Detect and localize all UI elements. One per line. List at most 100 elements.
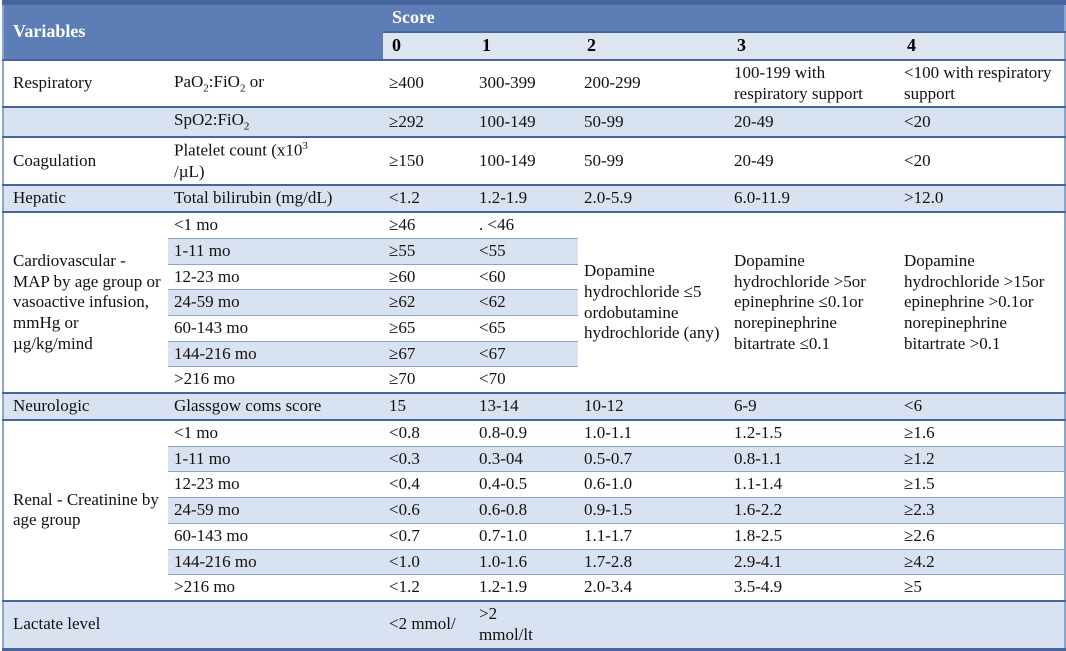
table-row: 1-11 mo <0.3 0.3-04 0.5-0.7 0.8-1.1 ≥1.2 <box>3 445 1066 472</box>
value-cell: <20 <box>898 136 1066 186</box>
value-cell: ≥70 <box>383 366 473 394</box>
table-row: 60-143 mo ≥65 <65 <box>3 314 1065 342</box>
measure-label-cell: 144-216 mo <box>168 340 383 367</box>
value-cell: 1.8-2.5 <box>728 522 898 550</box>
measure-label-cell: Glassgow coms score <box>168 392 383 420</box>
value-cell: <20 <box>898 106 1066 138</box>
value-cell: 1.1-1.4 <box>728 471 898 498</box>
value-cell: 20-49 <box>728 106 898 138</box>
variable-label-cell: Hepatic <box>3 184 168 213</box>
value-cell: 6.0-11.9 <box>728 184 898 213</box>
measure-label-cell: <1 mo <box>168 418 383 447</box>
table-row: 1-11 mo ≥55 <55 <box>3 237 1065 264</box>
table-row: 12-23 mo ≥60 <60 <box>3 263 1065 290</box>
value-cell: <0.8 <box>383 418 473 447</box>
merged-value-cell: Dopamine hydrochloride >5or epinephrine … <box>728 211 898 394</box>
value-cell: 6-9 <box>728 392 898 420</box>
table-row: 60-143 mo <0.7 0.7-1.0 1.1-1.7 1.8-2.5 ≥2.6 <box>3 522 1066 550</box>
table-row: Respiratory PaO2:FiO2 or ≥400 300-399 200-29… <box>3 58 1066 108</box>
table-row: 12-23 mo <0.4 0.4-0.5 0.6-1.0 1.1-1.4 ≥1.5 <box>3 471 1066 498</box>
value-cell: <0.4 <box>383 471 473 498</box>
score-column-header-4: 4 <box>898 30 1066 60</box>
value-cell: ≥150 <box>383 136 473 186</box>
value-cell: <60 <box>473 263 578 290</box>
value-cell: <1.2 <box>383 574 473 602</box>
measure-label-cell: 60-143 mo <box>168 314 383 342</box>
table-row: Renal - Creatinine by age group <1 mo <0.8… <box>3 418 1066 602</box>
value-cell: 1.2-1.5 <box>728 418 898 447</box>
value-cell: 100-149 <box>473 106 578 138</box>
variable-label-cell: Respiratory <box>3 58 168 108</box>
score-column-header-1: 1 <box>473 30 578 60</box>
table-row: 24-59 mo <0.6 0.6-0.8 0.9-1.5 1.6-2.2 ≥2.3 <box>3 497 1066 524</box>
value-cell: 10-12 <box>578 392 728 420</box>
score-header: Score <box>383 2 1066 32</box>
value-cell: 2.0-5.9 <box>578 184 728 213</box>
value-cell: 20-49 <box>728 136 898 186</box>
value-cell <box>578 600 728 650</box>
value-cell: ≥62 <box>383 289 473 316</box>
value-cell: 1.2-1.9 <box>473 184 578 213</box>
table-row: Hepatic Total bilirubin (mg/dL) <1.2 1.2-1.… <box>3 184 1066 213</box>
value-cell: <0.6 <box>383 497 473 524</box>
value-cell: ≥4.2 <box>898 548 1066 575</box>
table-row: 144-216 mo <1.0 1.0-1.6 1.7-2.8 2.9-4.1 ≥4.2 <box>3 548 1066 575</box>
value-cell: 200-299 <box>578 58 728 108</box>
table-row: Lactate level <2 mmol/>2 mmol/lt <box>3 600 1066 650</box>
value-cell: 1.1-1.7 <box>578 522 728 550</box>
value-cell: 2.9-4.1 <box>728 548 898 575</box>
value-cell: ≥2.6 <box>898 522 1066 550</box>
value-cell: <70 <box>473 366 578 394</box>
value-cell: 1.7-2.8 <box>578 548 728 575</box>
value-cell: 3.5-4.9 <box>728 574 898 602</box>
value-cell: 0.8-0.9 <box>473 418 578 447</box>
value-cell: <100 with respiratory support <box>898 58 1066 108</box>
variable-label-cell: Neurologic <box>3 392 168 420</box>
value-cell: ≥292 <box>383 106 473 138</box>
table-row: >216 mo ≥70 <70 <box>3 366 1065 394</box>
measure-label-cell: >216 mo <box>168 574 383 602</box>
value-cell: 0.8-1.1 <box>728 445 898 472</box>
measure-label-cell: 12-23 mo <box>168 263 383 290</box>
table-row: >216 mo <1.2 1.2-1.9 2.0-3.4 3.5-4.9 ≥5 <box>3 574 1066 602</box>
value-cell: <62 <box>473 289 578 316</box>
variable-label-cell <box>3 106 168 138</box>
value-cell: <0.3 <box>383 445 473 472</box>
measure-label-cell: PaO2:FiO2 or <box>168 58 383 108</box>
value-cell: 0.7-1.0 <box>473 522 578 550</box>
value-cell: <2 mmol/ <box>383 600 473 650</box>
variables-header: Variables <box>3 2 383 60</box>
value-cell: 0.6-0.8 <box>473 497 578 524</box>
measure-label-cell: 24-59 mo <box>168 289 383 316</box>
measure-label-cell: 12-23 mo <box>168 471 383 498</box>
value-cell: 0.6-1.0 <box>578 471 728 498</box>
measure-label-cell: 144-216 mo <box>168 548 383 575</box>
measure-label-cell: Total bilirubin (mg/dL) <box>168 184 383 213</box>
value-cell: <55 <box>473 237 578 264</box>
value-cell: <1.0 <box>383 548 473 575</box>
value-cell: ≥55 <box>383 237 473 264</box>
table-row: 144-216 mo ≥67 <67 <box>3 340 1065 367</box>
value-cell: 50-99 <box>578 106 728 138</box>
value-cell: ≥1.2 <box>898 445 1066 472</box>
value-cell: 1.2-1.9 <box>473 574 578 602</box>
variable-label-cell: Lactate level <box>3 600 383 650</box>
value-cell: 100-149 <box>473 136 578 186</box>
value-cell: 0.4-0.5 <box>473 471 578 498</box>
value-cell: >2 mmol/lt <box>473 600 578 650</box>
measure-label-cell: 1-11 mo <box>168 237 383 264</box>
variable-label-cell: Cardiovascular - MAP by age group or vas… <box>3 211 168 394</box>
measure-label-cell: Platelet count (x103/µL) <box>168 136 383 186</box>
value-cell: 15 <box>383 392 473 420</box>
header-row-top: Variables Score <box>3 2 1066 60</box>
variable-label-cell: Coagulation <box>3 136 168 186</box>
measure-label-cell: >216 mo <box>168 366 383 394</box>
value-cell: ≥65 <box>383 314 473 342</box>
value-cell: ≥1.5 <box>898 471 1066 498</box>
measure-label-cell: 60-143 mo <box>168 522 383 550</box>
value-cell: ≥2.3 <box>898 497 1066 524</box>
measure-label-cell: 1-11 mo <box>168 445 383 472</box>
merged-value-cell: Dopamine hydrochloride >15or epinephrine… <box>898 211 1066 394</box>
